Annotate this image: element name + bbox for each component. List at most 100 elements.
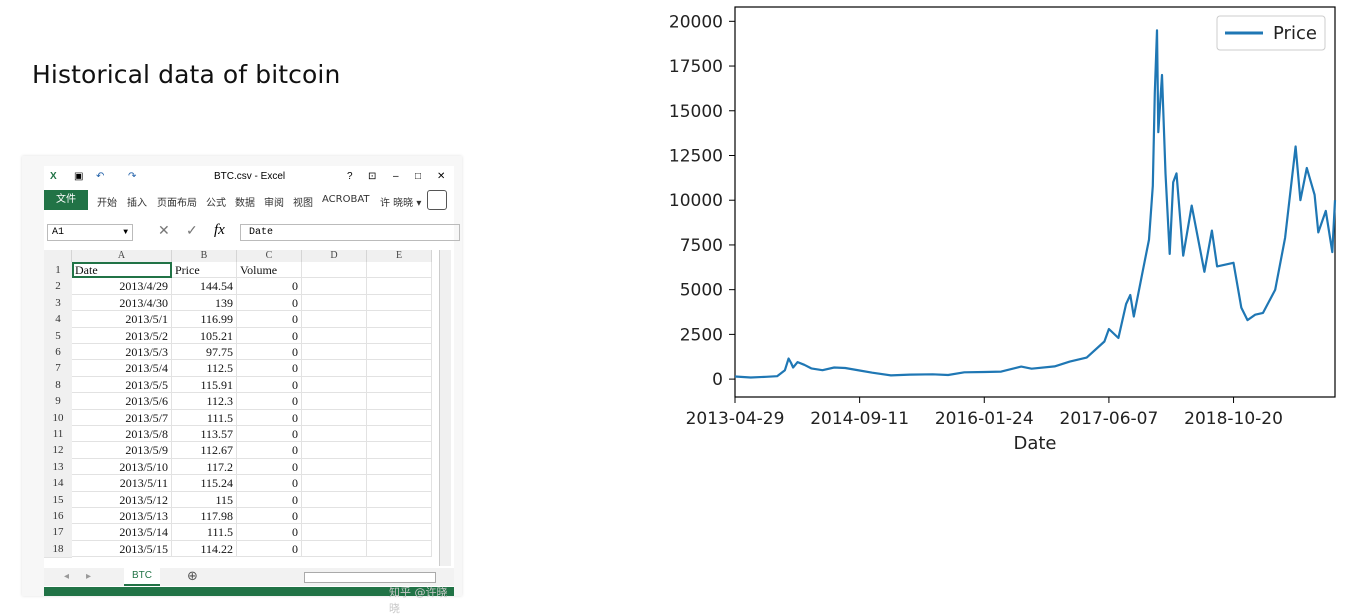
column-header-a[interactable]: A: [72, 250, 172, 262]
cell-e2[interactable]: [367, 278, 432, 295]
cell-d18[interactable]: [302, 540, 367, 558]
close-icon[interactable]: ✕: [437, 171, 446, 182]
tab-insert[interactable]: 插入: [127, 198, 147, 209]
cell-c4[interactable]: 0: [237, 311, 302, 328]
tab-review[interactable]: 审阅: [264, 198, 284, 209]
cell-a18[interactable]: 2013/5/15: [72, 540, 172, 558]
cell-c5[interactable]: 0: [237, 327, 302, 344]
cell-b2[interactable]: 144.54: [172, 278, 237, 295]
cell-c14[interactable]: 0: [237, 475, 302, 492]
cell-d15[interactable]: [302, 491, 367, 508]
cell-e1[interactable]: [367, 262, 432, 279]
cell-b1[interactable]: Price: [172, 262, 237, 279]
row-header[interactable]: 8: [44, 376, 72, 395]
cell-e14[interactable]: [367, 475, 432, 492]
cell-d11[interactable]: [302, 426, 367, 443]
name-box[interactable]: A1 ▼: [47, 224, 133, 241]
cell-b6[interactable]: 97.75: [172, 344, 237, 361]
cell-a5[interactable]: 2013/5/2: [72, 327, 172, 344]
cell-a3[interactable]: 2013/4/30: [72, 294, 172, 312]
cell-c12[interactable]: 0: [237, 442, 302, 459]
cell-e4[interactable]: [367, 311, 432, 328]
cell-a4[interactable]: 2013/5/1: [72, 311, 172, 328]
undo-icon[interactable]: ↶: [96, 171, 105, 182]
column-header-e[interactable]: E: [367, 250, 432, 262]
cell-d7[interactable]: [302, 360, 367, 377]
cell-e12[interactable]: [367, 442, 432, 459]
column-header-c[interactable]: C: [237, 250, 302, 262]
cell-d2[interactable]: [302, 278, 367, 295]
cell-d8[interactable]: [302, 376, 367, 394]
cell-e18[interactable]: [367, 540, 432, 558]
row-header[interactable]: 15: [44, 491, 72, 509]
cell-e8[interactable]: [367, 376, 432, 394]
cell-e7[interactable]: [367, 360, 432, 377]
cell-d3[interactable]: [302, 294, 367, 312]
cell-a14[interactable]: 2013/5/11: [72, 475, 172, 492]
cell-b7[interactable]: 112.5: [172, 360, 237, 377]
cell-d13[interactable]: [302, 458, 367, 476]
row-header[interactable]: 6: [44, 344, 72, 362]
cell-d10[interactable]: [302, 409, 367, 426]
cell-e17[interactable]: [367, 524, 432, 541]
insert-function-icon[interactable]: fx: [214, 222, 225, 238]
add-sheet-button[interactable]: ⊕: [187, 569, 198, 584]
cell-b14[interactable]: 115.24: [172, 475, 237, 492]
tab-home[interactable]: 开始: [97, 198, 117, 209]
cell-d12[interactable]: [302, 442, 367, 459]
next-sheet-icon[interactable]: ▸: [86, 571, 92, 582]
row-header[interactable]: 11: [44, 426, 72, 444]
avatar[interactable]: [427, 190, 447, 210]
cell-b3[interactable]: 139: [172, 294, 237, 312]
row-header[interactable]: 10: [44, 409, 72, 427]
cell-c18[interactable]: 0: [237, 540, 302, 558]
cell-c8[interactable]: 0: [237, 376, 302, 394]
cell-a16[interactable]: 2013/5/13: [72, 508, 172, 525]
cell-a7[interactable]: 2013/5/4: [72, 360, 172, 377]
cell-a6[interactable]: 2013/5/3: [72, 344, 172, 361]
cell-e9[interactable]: [367, 393, 432, 410]
cell-c15[interactable]: 0: [237, 491, 302, 508]
cell-d6[interactable]: [302, 344, 367, 361]
enter-icon[interactable]: ✓: [186, 224, 198, 240]
tab-formulas[interactable]: 公式: [206, 198, 226, 209]
tab-view[interactable]: 视图: [293, 198, 313, 209]
cell-e15[interactable]: [367, 491, 432, 508]
cell-b4[interactable]: 116.99: [172, 311, 237, 328]
cell-c3[interactable]: 0: [237, 294, 302, 312]
cell-a11[interactable]: 2013/5/8: [72, 426, 172, 443]
cell-d14[interactable]: [302, 475, 367, 492]
minimize-icon[interactable]: –: [393, 171, 399, 182]
user-account[interactable]: 许 晓晓 ▾: [380, 198, 422, 209]
maximize-icon[interactable]: □: [415, 171, 422, 182]
row-header[interactable]: 18: [44, 540, 72, 559]
cell-a1[interactable]: Date: [72, 262, 172, 279]
formula-input[interactable]: Date: [240, 224, 460, 241]
cell-a13[interactable]: 2013/5/10: [72, 458, 172, 476]
row-header[interactable]: 13: [44, 458, 72, 477]
cell-e5[interactable]: [367, 327, 432, 344]
cell-e6[interactable]: [367, 344, 432, 361]
chevron-down-icon[interactable]: ▼: [123, 228, 128, 237]
cell-b13[interactable]: 117.2: [172, 458, 237, 476]
cancel-icon[interactable]: ✕: [158, 224, 170, 240]
cell-c11[interactable]: 0: [237, 426, 302, 443]
prev-sheet-icon[interactable]: ◂: [64, 571, 70, 582]
cell-b10[interactable]: 111.5: [172, 409, 237, 426]
ribbon-display-icon[interactable]: ⊡: [368, 171, 377, 182]
horizontal-scrollbar[interactable]: [304, 572, 436, 583]
row-header[interactable]: 9: [44, 393, 72, 411]
cell-c6[interactable]: 0: [237, 344, 302, 361]
cell-b11[interactable]: 113.57: [172, 426, 237, 443]
row-header[interactable]: 3: [44, 294, 72, 313]
tab-page-layout[interactable]: 页面布局: [157, 198, 197, 209]
cell-e3[interactable]: [367, 294, 432, 312]
row-header[interactable]: 14: [44, 475, 72, 493]
cell-e10[interactable]: [367, 409, 432, 426]
cell-a12[interactable]: 2013/5/9: [72, 442, 172, 459]
cell-a9[interactable]: 2013/5/6: [72, 393, 172, 410]
cell-b15[interactable]: 115: [172, 491, 237, 508]
cell-d9[interactable]: [302, 393, 367, 410]
vertical-scrollbar[interactable]: [439, 250, 451, 566]
row-header[interactable]: 2: [44, 278, 72, 296]
